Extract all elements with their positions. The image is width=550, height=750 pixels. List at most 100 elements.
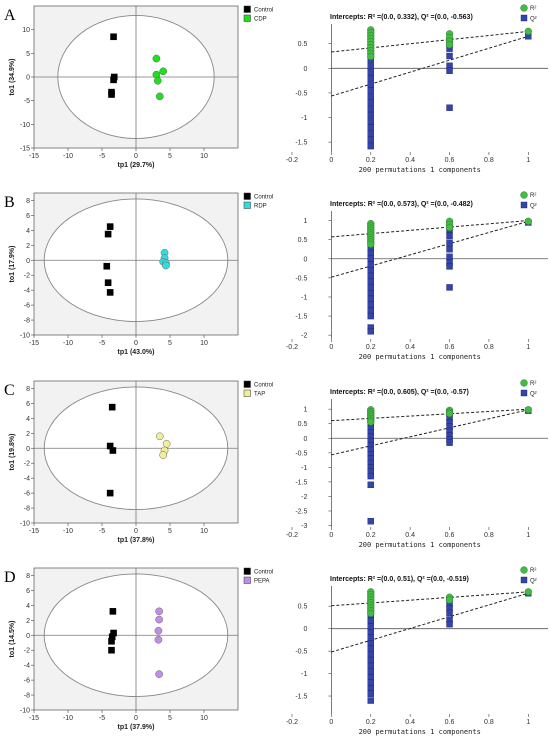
q2-point <box>367 301 374 308</box>
y-tick-label: -0.5 <box>295 90 307 97</box>
y-tick-label: 5 <box>26 51 30 58</box>
x-axis-title: tp1 (29.7%) <box>118 162 155 169</box>
data-point-control <box>104 230 112 238</box>
score-plot: -15 -10 -5 0 5 10 -15 -10 -5 0 5 10 tp1 (29.7%) to1 (… <box>9 5 273 169</box>
q2-point <box>367 517 374 525</box>
data-point-tap <box>155 432 164 441</box>
q2-point <box>446 620 453 628</box>
y-tick-label: 1 <box>303 218 307 225</box>
data-point-cdp <box>152 54 161 63</box>
x-tick-label: 0.4 <box>405 719 415 726</box>
q2-point <box>446 284 453 291</box>
x-tick-label: 10 <box>200 340 208 347</box>
q2-point <box>367 645 374 653</box>
data-point-pepa <box>155 615 163 624</box>
q2-point <box>367 87 374 94</box>
permutation-plot: Intercepts: R² =(0.0, 0.51), Q² =(0.0, -… <box>286 566 548 736</box>
legend-label: Control <box>254 8 273 14</box>
r2-point <box>367 52 375 61</box>
q2-point <box>367 690 374 697</box>
y-tick-label: 0.5 <box>298 421 308 428</box>
data-point-control <box>110 76 117 84</box>
legend-r2-label: R² <box>530 381 536 387</box>
y-tick-label: -0.5 <box>295 275 307 282</box>
permutation-plot: Intercepts: R² =(0.0, 0.573), Q² =(0.0, … <box>286 191 548 361</box>
y-tick-label: -4 <box>24 288 30 295</box>
x-tick-label: 0.6 <box>445 719 455 726</box>
q2-regression-line <box>331 592 529 653</box>
data-point-control <box>106 223 114 230</box>
legend-r2-marker <box>520 191 528 199</box>
q2-point <box>367 623 374 630</box>
legend-swatch <box>243 389 251 397</box>
q2-point <box>367 656 374 664</box>
r2-point <box>445 223 454 232</box>
y-tick-label: -1 <box>301 115 307 122</box>
q2-point <box>367 307 374 314</box>
y-tick-label: 10 <box>22 27 30 34</box>
permutation-plot: Intercepts: R² =(0.0, 0.332), Q² =(0.0, … <box>286 4 548 174</box>
legend-r2-label: R² <box>530 6 536 12</box>
q2-point <box>367 124 374 131</box>
legend-swatch <box>243 567 251 575</box>
x-tick-label: 10 <box>200 715 208 722</box>
q2-point <box>446 439 453 446</box>
q2-point <box>367 267 374 274</box>
x-tick-label: 0 <box>134 715 138 722</box>
legend-swatch <box>243 14 251 22</box>
data-point-control <box>110 629 117 637</box>
y-tick-label: -2 <box>24 461 30 468</box>
y-tick-label: -8 <box>24 318 30 325</box>
x-axis-title: tp1 (37.9%) <box>118 724 155 731</box>
legend-r2-marker <box>520 379 528 387</box>
data-point-cdp <box>155 92 164 101</box>
q2-point <box>367 272 374 280</box>
r2-point <box>367 609 375 618</box>
x-axis-title: tp1 (37.8%) <box>118 537 155 544</box>
data-point-pepa <box>155 607 163 616</box>
x-tick-label: 0 <box>329 532 333 539</box>
legend-label: PEPA <box>254 579 270 585</box>
x-axis-title: 200 permutations 1 components <box>359 353 481 361</box>
x-tick-label: -5 <box>99 528 105 535</box>
q2-point <box>367 673 374 681</box>
data-point-control <box>110 33 117 41</box>
q2-point <box>367 81 374 88</box>
y-tick-label: -2.5 <box>295 509 307 516</box>
legend-r2-marker <box>520 566 528 574</box>
x-tick-label: -0.2 <box>286 344 298 351</box>
q2-point <box>367 249 374 257</box>
legend-swatch <box>243 5 251 13</box>
y-tick-label: 0.5 <box>298 41 308 48</box>
y-tick-label: 6 <box>26 401 30 408</box>
data-point-control <box>108 646 115 654</box>
y-tick-label: -6 <box>24 303 30 310</box>
legend-label: CDP <box>254 17 267 23</box>
y-tick-label: -0.5 <box>295 450 307 457</box>
y-axis-title: to1 (14.5%) <box>9 621 16 658</box>
data-point-cdp <box>159 67 168 76</box>
y-tick-label: 0 <box>303 256 307 263</box>
x-tick-label: 0.6 <box>445 532 455 539</box>
x-tick-label: 0.4 <box>405 344 415 351</box>
r2-point <box>367 418 375 426</box>
y-tick-label: -6 <box>24 678 30 685</box>
x-tick-label: -15 <box>29 153 39 160</box>
q2-point <box>446 239 453 246</box>
y-tick-label: 0 <box>26 446 30 453</box>
data-point-control <box>108 91 115 98</box>
q2-point <box>367 629 374 636</box>
q2-point <box>367 74 374 82</box>
y-tick-label: -6 <box>24 491 30 498</box>
x-tick-label: 0 <box>134 153 138 160</box>
data-point-pepa <box>154 635 163 644</box>
data-point-control <box>106 489 114 497</box>
x-tick-label: 10 <box>200 528 208 535</box>
q2-point <box>446 609 453 617</box>
q2-point <box>367 118 374 125</box>
data-point-control <box>108 403 116 411</box>
x-tick-label: 0.4 <box>405 157 415 164</box>
